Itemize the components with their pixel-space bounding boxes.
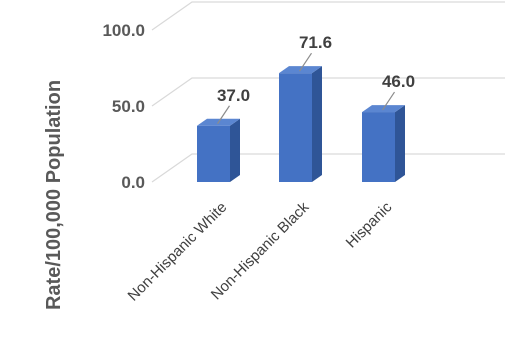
gridline-2 bbox=[151, 1, 505, 31]
y-tick-label-1: 50.0 bbox=[112, 97, 145, 116]
bar-1 bbox=[279, 66, 322, 182]
y-tick-label-2: 100.0 bbox=[102, 21, 145, 40]
bar-side-2 bbox=[395, 105, 405, 182]
data-label-0: 37.0 bbox=[217, 86, 250, 105]
bar-side-1 bbox=[312, 66, 322, 182]
bar-2 bbox=[362, 105, 405, 182]
gridline-1 bbox=[151, 77, 505, 107]
category-label-2: Hispanic bbox=[343, 198, 396, 251]
bar-side-0 bbox=[230, 118, 240, 182]
leader-line-1 bbox=[299, 52, 312, 72]
y-axis-ticks: 0.0 50.0 100.0 bbox=[102, 21, 145, 192]
bar-0 bbox=[197, 118, 240, 182]
leader-line-2 bbox=[382, 91, 395, 111]
y-tick-label-0: 0.0 bbox=[121, 173, 145, 192]
leader-line-0 bbox=[217, 105, 230, 125]
data-label-2: 46.0 bbox=[382, 72, 415, 91]
y-axis-label: Rate/100,000 Population bbox=[43, 80, 65, 310]
bar-front-0 bbox=[197, 125, 230, 182]
data-label-1: 71.6 bbox=[299, 33, 332, 52]
bar-front-1 bbox=[279, 73, 312, 182]
bars bbox=[197, 66, 405, 182]
data-labels: 37.0 71.6 46.0 bbox=[217, 33, 415, 125]
bar-front-2 bbox=[362, 112, 395, 182]
